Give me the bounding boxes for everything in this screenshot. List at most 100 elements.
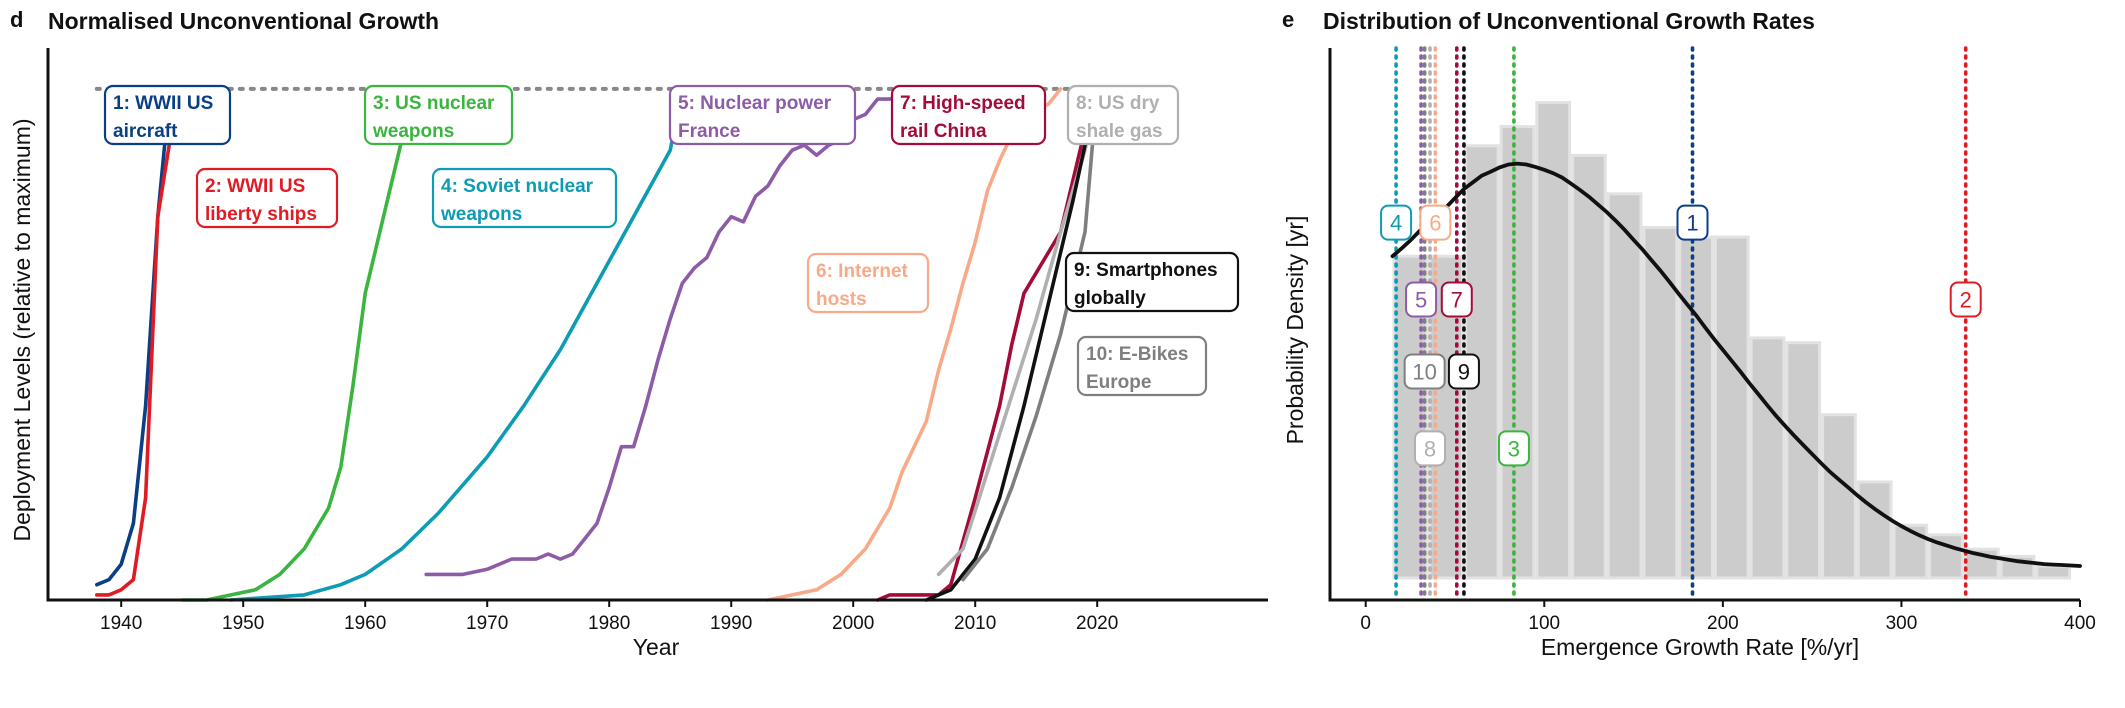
series-line-6 bbox=[766, 87, 1063, 602]
series-label-box bbox=[668, 84, 857, 146]
marker-label-1: 1 bbox=[1676, 204, 1709, 241]
series-label-text: liberty ships bbox=[205, 204, 317, 225]
panel-d-axes: 1940 1950 1960 1970 1980 1990 2000 2010 2020 bbox=[46, 48, 1268, 634]
series-label-text: aircraft bbox=[113, 121, 178, 142]
series-label-box bbox=[806, 252, 930, 314]
series-label-text: 9: Smartphones bbox=[1074, 260, 1218, 281]
series-label-text: 1: WWII US bbox=[113, 93, 213, 114]
histogram-bar bbox=[1749, 336, 1786, 580]
series-label-7: 7: High-speed rail China bbox=[890, 84, 1047, 146]
panel-d-x-tick-label: 2000 bbox=[832, 613, 874, 634]
marker-label-text: 9 bbox=[1458, 359, 1470, 384]
panel-e-x-tick-label: 300 bbox=[1886, 613, 1918, 634]
marker-label-5: 5 bbox=[1405, 281, 1438, 318]
series-line-5 bbox=[424, 87, 916, 577]
series-label-box bbox=[431, 167, 618, 229]
panel-d-x-tick-label: 2010 bbox=[954, 613, 996, 634]
panel-e-histogram bbox=[1392, 101, 2072, 580]
panel-e: e Distribution of Unconventional Growth … bbox=[1282, 7, 2096, 660]
marker-label-box bbox=[1419, 204, 1452, 241]
series-label-1: 1: WWII US aircraft bbox=[103, 84, 232, 146]
series-label-text: 2: WWII US bbox=[205, 176, 305, 197]
series-label-10: 10: E-Bikes Europe bbox=[1076, 335, 1208, 397]
marker-label-7: 7 bbox=[1440, 281, 1473, 318]
series-label-text: globally bbox=[1074, 288, 1146, 309]
histogram-bar bbox=[1928, 533, 1964, 580]
series-label-box bbox=[103, 84, 232, 146]
panel-e-x-axis-title: Emergence Growth Rate [%/yr] bbox=[1541, 634, 1859, 660]
histogram-bar bbox=[1678, 235, 1714, 580]
histogram-bar bbox=[1892, 523, 1929, 580]
density-curve bbox=[1390, 161, 2082, 568]
series-label-text: 8: US dry bbox=[1076, 93, 1160, 114]
panel-e-axes: 0 100 200 300 400 bbox=[1328, 48, 2096, 634]
series-label-text: Europe bbox=[1086, 372, 1151, 393]
panel-e-marker-labels: 1 2 3 4 5 6 7 8 9 10 bbox=[1380, 204, 1982, 467]
marker-label-10: 10 bbox=[1403, 353, 1446, 390]
series-label-text: 7: High-speed bbox=[900, 93, 1026, 114]
series-label-box bbox=[890, 84, 1047, 146]
marker-label-box bbox=[1414, 430, 1446, 467]
series-line-9 bbox=[924, 87, 1099, 602]
panel-e-letter: e bbox=[1282, 7, 1294, 32]
series-line-4 bbox=[229, 87, 685, 602]
panel-d-x-tick-label: 1950 bbox=[222, 613, 264, 634]
marker-label-box bbox=[1380, 204, 1413, 241]
panel-e-x-tick-label: 400 bbox=[2064, 613, 2096, 634]
series-label-box bbox=[195, 167, 339, 229]
marker-label-box bbox=[1403, 353, 1446, 390]
series-label-9: 9: Smartphones globally bbox=[1064, 251, 1240, 313]
series-label-3: 3: US nuclear weapons bbox=[363, 84, 514, 146]
histogram-bar bbox=[1785, 341, 1822, 580]
marker-label-text: 3 bbox=[1508, 436, 1520, 461]
series-line-8 bbox=[936, 87, 1099, 577]
series-label-box bbox=[363, 84, 514, 146]
series-label-text: 3: US nuclear bbox=[373, 93, 495, 114]
series-line-1 bbox=[95, 87, 172, 587]
panel-e-title: Distribution of Unconventional Growth Ra… bbox=[1323, 8, 1815, 34]
panel-d-title: Normalised Unconventional Growth bbox=[48, 8, 439, 34]
panel-d: d Normalised Unconventional Growth 1940 1… bbox=[9, 7, 1268, 660]
panel-e-x-tick-label: 200 bbox=[1707, 613, 1739, 634]
panel-e-x-tick-label: 0 bbox=[1360, 613, 1371, 634]
histogram-bar bbox=[1821, 413, 1857, 580]
series-label-4: 4: Soviet nuclear weapons bbox=[431, 167, 618, 229]
series-line-7 bbox=[875, 87, 1099, 602]
panel-e-x-tick-label: 100 bbox=[1528, 613, 1560, 634]
series-label-box bbox=[1064, 251, 1240, 313]
histogram-bar bbox=[1856, 480, 1893, 580]
series-label-2: 2: WWII US liberty ships bbox=[195, 167, 339, 229]
panel-d-x-tick-label: 1980 bbox=[588, 613, 630, 634]
panel-d-x-tick-label: 1970 bbox=[466, 613, 508, 634]
series-line-10 bbox=[961, 87, 1099, 582]
marker-label-box bbox=[1497, 430, 1530, 467]
series-label-8: 8: US dry shale gas bbox=[1066, 84, 1180, 146]
panel-e-density-curve-layer bbox=[1390, 161, 2082, 568]
series-line-2 bbox=[95, 87, 180, 597]
marker-label-box bbox=[1440, 281, 1473, 318]
histogram-bar bbox=[1571, 153, 1607, 580]
histogram-bar bbox=[1713, 235, 1750, 580]
marker-label-2: 2 bbox=[1949, 281, 1982, 318]
marker-label-text: 10 bbox=[1412, 359, 1436, 384]
marker-label-text: 8 bbox=[1424, 436, 1436, 461]
series-label-text: weapons bbox=[440, 204, 522, 225]
marker-label-text: 1 bbox=[1686, 211, 1698, 236]
marker-label-text: 4 bbox=[1390, 211, 1402, 236]
series-label-text: shale gas bbox=[1076, 121, 1163, 142]
marker-label-4: 4 bbox=[1380, 204, 1413, 241]
series-label-box bbox=[1076, 335, 1208, 397]
panel-e-y-axis-title: Probability Density [yr] bbox=[1282, 216, 1308, 445]
panel-d-series-labels: 1: WWII US aircraft 2: WWII US liberty ship… bbox=[103, 84, 1240, 397]
panel-d-x-axis-title: Year bbox=[633, 634, 680, 660]
panel-d-x-tick-label: 1940 bbox=[100, 613, 142, 634]
series-label-text: 4: Soviet nuclear bbox=[441, 176, 594, 197]
series-label-box bbox=[1066, 84, 1180, 146]
panel-d-x-tick-label: 1960 bbox=[344, 613, 386, 634]
marker-label-6: 6 bbox=[1419, 204, 1452, 241]
marker-label-box bbox=[1676, 204, 1709, 241]
panel-d-series-layer bbox=[95, 87, 1099, 602]
marker-label-8: 8 bbox=[1414, 430, 1446, 467]
marker-label-box bbox=[1949, 281, 1982, 318]
